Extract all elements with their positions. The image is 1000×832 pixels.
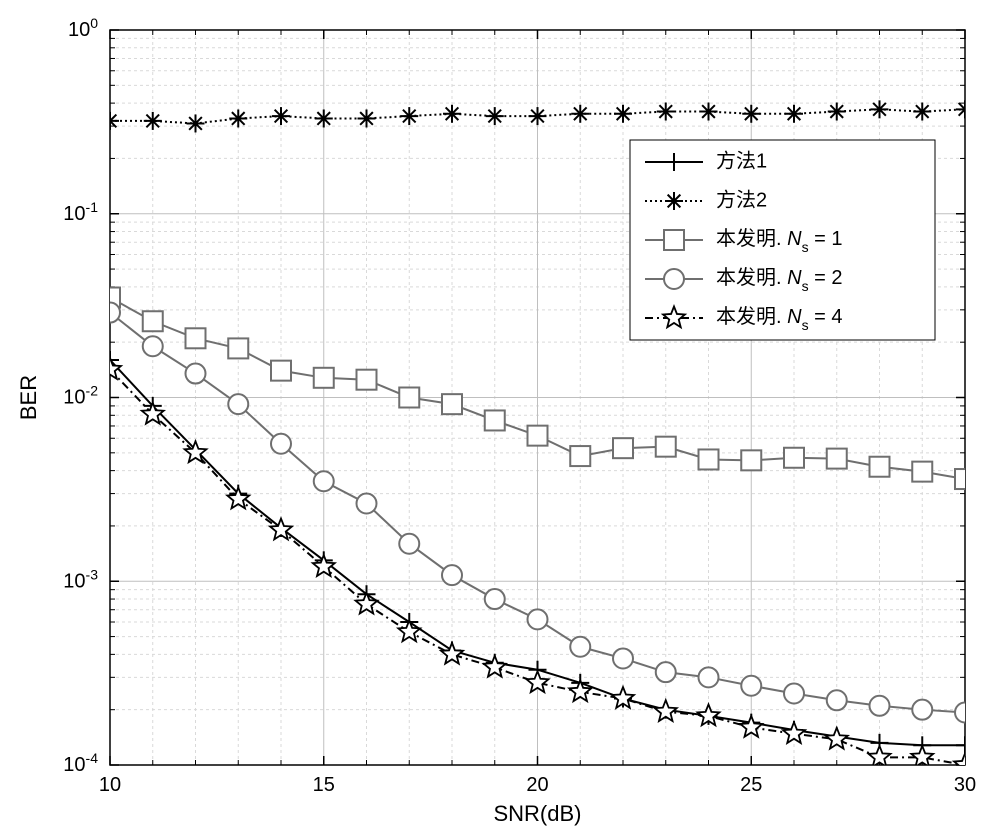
- svg-text:10-1: 10-1: [63, 199, 98, 225]
- chart-svg: 10 15 20 25 30 10-4 10-3 10-2 10-1 100 SNR(dB) BER 方…: [0, 0, 1000, 832]
- svg-text:10-2: 10-2: [63, 383, 98, 409]
- svg-text:30: 30: [954, 774, 976, 796]
- svg-text:20: 20: [526, 774, 548, 796]
- svg-text:BER: BER: [16, 375, 41, 420]
- svg-text:10-3: 10-3: [63, 566, 98, 592]
- svg-text:10-4: 10-4: [63, 750, 98, 776]
- svg-text:SNR(dB): SNR(dB): [493, 801, 581, 826]
- svg-text:方法1: 方法1: [716, 149, 767, 172]
- ber-snr-chart: 10 15 20 25 30 10-4 10-3 10-2 10-1 100 SNR(dB) BER 方…: [0, 0, 1000, 832]
- svg-text:10: 10: [99, 774, 121, 796]
- svg-text:100: 100: [68, 15, 98, 41]
- svg-text:25: 25: [740, 774, 762, 796]
- svg-text:方法2: 方法2: [716, 188, 767, 211]
- svg-text:15: 15: [313, 774, 335, 796]
